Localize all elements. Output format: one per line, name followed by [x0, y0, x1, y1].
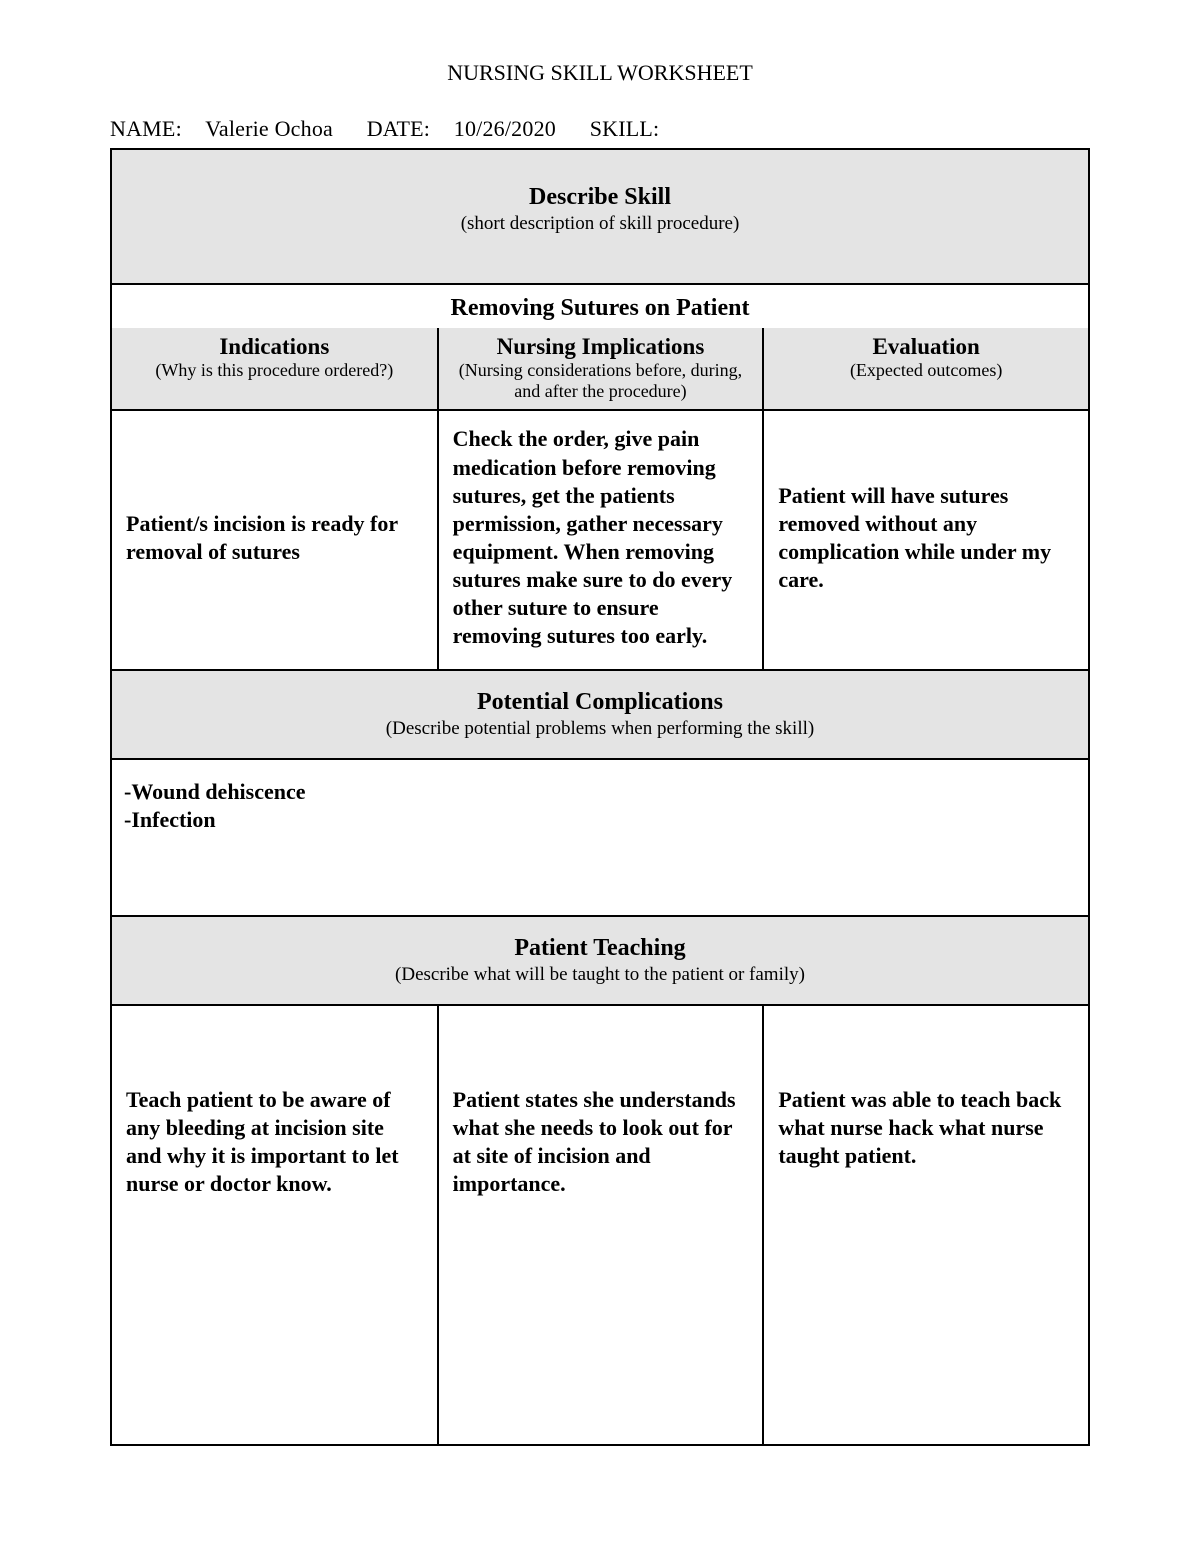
- name-value: Valerie Ochoa: [205, 116, 333, 141]
- skill-label: SKILL:: [590, 116, 660, 141]
- teaching-col2: Patient states she understands what she …: [438, 1005, 764, 1445]
- complications-subtitle: (Describe potential problems when perfor…: [120, 718, 1080, 740]
- teaching-header: Patient Teaching (Describe what will be …: [111, 916, 1089, 1005]
- worksheet-table: Describe Skill (short description of ski…: [110, 148, 1090, 1446]
- indications-title: Indications: [120, 334, 429, 360]
- complications-title: Potential Complications: [120, 689, 1080, 716]
- skill-name-cell: Removing Sutures on Patient: [111, 284, 1089, 328]
- worksheet-page: NURSING SKILL WORKSHEET NAME: Valerie Oc…: [0, 0, 1200, 1553]
- indications-content: Patient/s incision is ready for removal …: [111, 410, 438, 669]
- complications-header: Potential Complications (Describe potent…: [111, 670, 1089, 759]
- evaluation-title: Evaluation: [772, 334, 1080, 360]
- implications-subtitle: (Nursing considerations before, during, …: [447, 360, 755, 401]
- evaluation-header: Evaluation (Expected outcomes): [763, 328, 1089, 410]
- implications-header: Nursing Implications (Nursing considerat…: [438, 328, 764, 410]
- name-label: NAME:: [110, 116, 182, 141]
- evaluation-subtitle: (Expected outcomes): [772, 360, 1080, 381]
- teaching-title: Patient Teaching: [120, 935, 1080, 962]
- complications-content: -Wound dehiscence -Infection: [111, 759, 1089, 916]
- date-value: 10/26/2020: [454, 116, 556, 141]
- implications-content: Check the order, give pain medication be…: [438, 410, 764, 669]
- worksheet-title: NURSING SKILL WORKSHEET: [110, 60, 1090, 86]
- implications-title: Nursing Implications: [447, 334, 755, 360]
- indications-subtitle: (Why is this procedure ordered?): [120, 360, 429, 381]
- indications-header: Indications (Why is this procedure order…: [111, 328, 438, 410]
- meta-line: NAME: Valerie Ochoa DATE: 10/26/2020 SKI…: [110, 116, 1090, 142]
- date-label: DATE:: [367, 116, 430, 141]
- teaching-subtitle: (Describe what will be taught to the pat…: [120, 964, 1080, 986]
- teaching-col3: Patient was able to teach back what nurs…: [763, 1005, 1089, 1445]
- teaching-col1: Teach patient to be aware of any bleedin…: [111, 1005, 438, 1445]
- describe-skill-subtitle: (short description of skill procedure): [120, 213, 1080, 235]
- evaluation-content: Patient will have sutures removed withou…: [763, 410, 1089, 669]
- describe-skill-title: Describe Skill: [120, 184, 1080, 211]
- describe-skill-header: Describe Skill (short description of ski…: [111, 149, 1089, 284]
